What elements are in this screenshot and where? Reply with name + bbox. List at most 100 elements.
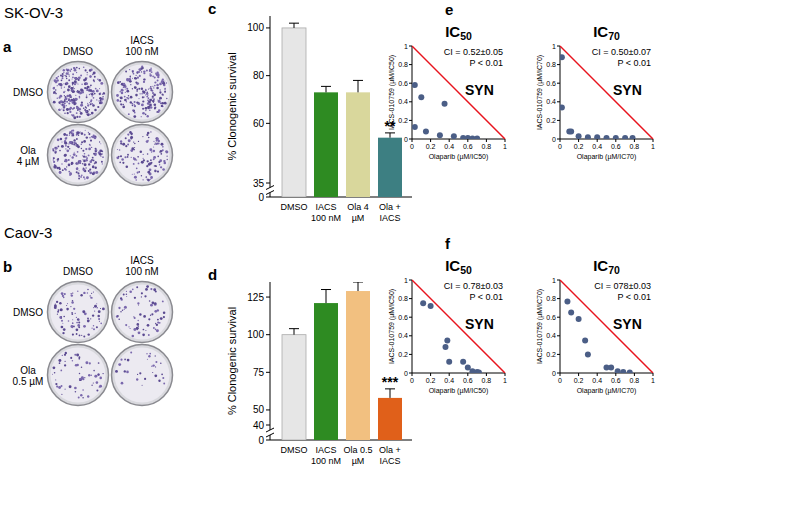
x-tick-label: Ola 0.5µM [343,445,372,466]
colony [87,104,89,106]
point [428,303,434,309]
y-tick-label: 1 [552,43,556,50]
colony [135,179,137,181]
colony [129,328,130,329]
colony [129,291,132,294]
title: IC70 [593,257,620,276]
colony [141,292,143,294]
colony [102,156,104,158]
colony [147,179,150,182]
colony [128,326,129,327]
label-line: µM [352,213,365,223]
y-tick [557,83,560,84]
colony [58,76,60,78]
title-sub: 70 [608,264,620,276]
colony [158,380,160,382]
colony [82,378,84,380]
x-tick-label: 0.6 [463,143,473,150]
y-axis-title: IACS-010759 (µM/IC70) [536,289,544,364]
point [608,364,614,370]
colony [123,83,126,86]
colony [82,150,84,152]
colony [61,394,62,395]
colony [158,143,160,145]
colony [141,296,142,297]
colony [61,145,64,148]
colony [75,313,76,314]
colony [63,83,64,84]
x-tick-label: 0.8 [482,377,492,384]
colony [131,147,134,150]
colony [90,374,92,376]
colony [148,334,150,336]
colony [154,165,155,166]
colony [70,325,73,328]
y-tick-label: 0.2 [398,117,408,124]
colony [123,293,125,295]
colony [136,101,138,103]
colony [72,322,74,324]
colony [78,358,80,360]
colony [147,95,148,96]
colony [77,109,79,111]
point [444,337,450,343]
colony [119,100,121,102]
colony [100,323,102,325]
colony [89,169,91,171]
colony [85,107,86,108]
colony [76,353,79,356]
colony [64,168,66,170]
colony [83,292,85,294]
colony [98,100,99,101]
colony [165,151,168,154]
colony [152,301,155,304]
colony [95,167,97,169]
colony [64,87,65,88]
colony [78,175,80,177]
colony [143,79,145,81]
dish [115,285,170,340]
y-tick-label: 80 [253,70,265,81]
colony [69,148,70,149]
colony [164,90,166,92]
colony [155,366,156,367]
colony [73,116,76,119]
colony [85,159,88,162]
colony [162,300,164,302]
dish-rim [112,345,173,406]
colony [146,165,148,167]
colony [122,83,125,86]
colony [88,132,89,133]
colony [78,92,79,93]
colony [71,130,72,131]
bar [346,291,370,440]
colony [132,174,133,175]
y-axis [270,16,271,188]
y-tick [557,139,560,140]
colony [55,152,57,154]
colony [91,91,92,92]
colony [125,137,127,139]
colony [96,99,97,100]
y-tick-label: 0 [404,136,408,143]
colony [148,89,149,90]
y-tick [409,298,412,299]
label-line: DMSO [13,307,43,318]
colony [130,76,131,77]
colony [57,158,59,160]
colony [70,70,72,72]
colony [65,148,66,149]
colony [76,317,77,318]
colony [159,97,162,100]
colony [87,90,88,91]
colony [136,82,139,85]
colony [130,136,133,139]
colony [80,75,82,77]
colony [143,154,144,155]
colony [55,77,57,79]
dish-rim [112,282,173,343]
colony [71,87,73,89]
point [412,82,418,88]
colony [55,383,57,385]
y-tick-label: 0.8 [546,295,556,302]
